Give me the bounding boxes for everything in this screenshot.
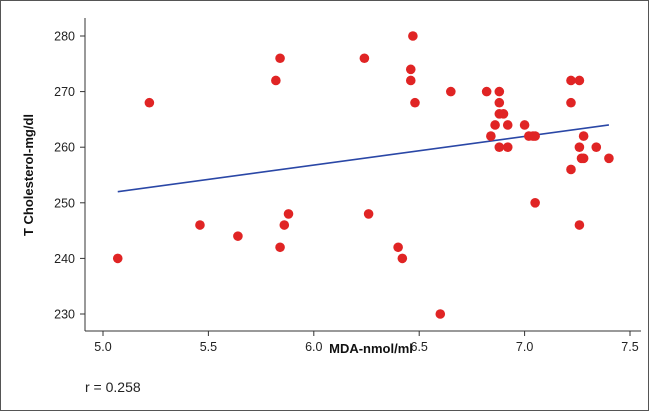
data-point [112,253,123,264]
x-tick-label: 5.5 [200,340,217,354]
x-ticks: 5.0 5.5 6.0 6.5 7.0 7.5 [94,331,639,354]
data-point [486,131,496,141]
data-point [393,242,403,253]
x-tick-label: 6.5 [411,340,428,354]
y-ticks: 230 240 250 260 270 280 [54,30,85,322]
data-point [408,31,418,41]
data-point [502,120,513,130]
data-point [591,142,602,152]
y-tick-label: 270 [54,85,75,99]
data-point [275,53,285,64]
y-axis-title: T Cholesterol-mg/dl [21,114,36,236]
data-point [435,309,446,319]
y-tick-label: 260 [54,141,75,155]
correlation-annotation: r = 0.258 [85,379,141,395]
data-point [574,142,585,152]
data-point [494,142,505,152]
data-point [566,97,576,108]
data-point [530,131,540,141]
x-axis-title: MDA-nmol/ml [329,341,413,356]
data-point [490,120,500,130]
data-point [530,198,540,208]
data-point [604,153,614,164]
data-point [446,86,456,97]
data-point [574,220,585,230]
data-point [144,97,155,108]
data-point [494,86,505,97]
data-points [112,31,614,319]
x-tick-label: 6.0 [305,340,322,354]
data-point [566,164,576,175]
y-tick-label: 240 [54,252,75,266]
data-point [405,75,416,86]
data-point [578,153,589,164]
data-point [271,75,281,86]
data-point [566,75,576,86]
x-tick-label: 7.5 [621,340,638,354]
x-tick-label: 7.0 [516,340,533,354]
data-point [233,231,243,241]
data-point [481,86,492,97]
data-point [195,220,205,230]
data-point [410,97,420,108]
data-point [359,53,370,64]
y-tick-label: 250 [54,196,75,210]
data-point [397,253,408,264]
data-point [578,131,589,141]
data-point [519,120,530,130]
data-point [283,209,294,219]
axes [84,18,641,332]
y-tick-label: 230 [54,308,75,322]
x-tick-label: 5.0 [94,340,111,354]
data-point [275,242,285,253]
data-point [405,64,416,75]
data-point [279,220,290,230]
y-tick-label: 280 [54,30,75,44]
data-point [363,209,374,219]
data-point [494,97,505,108]
data-point [498,109,509,119]
data-point [502,142,513,152]
data-point [574,75,585,86]
